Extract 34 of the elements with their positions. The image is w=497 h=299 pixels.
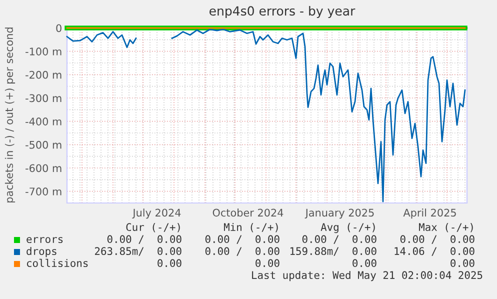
y-tick-label: -400 m — [26, 118, 62, 126]
text: Max (-/+) — [419, 223, 473, 232]
text: Min (-/+) — [224, 222, 278, 232]
y-tick-label: -100 m — [26, 48, 62, 56]
x-tick-label: January 2025 — [304, 208, 374, 219]
y-tick-label: -300 m — [26, 94, 62, 102]
text: 0.00 — [450, 259, 474, 268]
text: 0.00 / 0.00 — [205, 235, 280, 244]
y-tick-label: -600 m — [26, 164, 62, 172]
text: Avg (-/+) — [320, 222, 375, 234]
x-tick-label: October 2024 — [212, 208, 284, 217]
text: Last update: Wed May 21 02:00:04 2025 — [252, 270, 482, 282]
legend-label: errors — [26, 237, 63, 244]
y-tick-label: 0 — [56, 24, 62, 32]
text: 14.06 / 0.00 — [394, 247, 474, 256]
chart-title: enp4s0 errors - by year — [210, 6, 356, 18]
text: 0.00 — [352, 259, 376, 268]
text: 0.00 / 0.00 — [205, 247, 280, 256]
text: 0.00 / 0.00 — [400, 235, 474, 244]
x-tick-label: July 2024 — [132, 208, 181, 219]
text: 263.85m/ 0.00 — [94, 247, 182, 256]
text: 0.00 / 0.00 — [107, 235, 182, 244]
y-tick-label: -700 m — [26, 188, 62, 196]
text: 0.00 — [256, 259, 280, 268]
legend-label: collisions — [26, 258, 88, 268]
x-tick-label: April 2025 — [403, 208, 456, 219]
text: 0.00 / 0.00 — [302, 235, 376, 244]
legend-label: drops — [26, 246, 56, 258]
text: 159.88m/ 0.00 — [290, 247, 376, 256]
y-tick-label: -200 m — [26, 70, 62, 79]
y-axis-title: packets in (-) / out (+) per second — [4, 28, 16, 202]
text: Cur (-/+) — [126, 223, 180, 232]
text: 0.00 — [158, 259, 182, 268]
y-tick-label: -500 m — [26, 140, 62, 149]
